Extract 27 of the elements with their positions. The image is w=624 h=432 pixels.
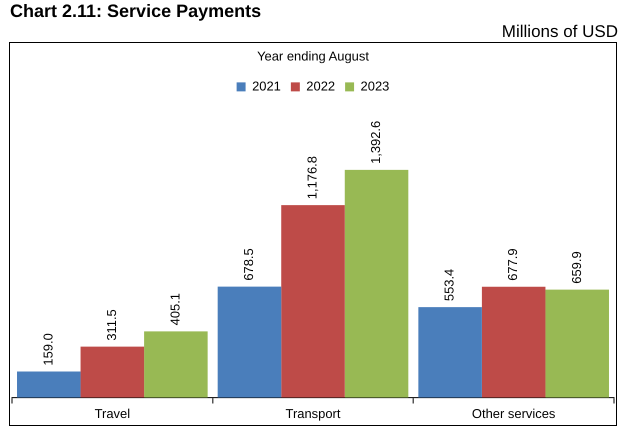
data-label: 659.9 (568, 251, 584, 284)
legend-label: 2022 (306, 78, 336, 94)
chart-title: Chart 2.11: Service Payments (9, 0, 262, 22)
data-label: 405.1 (167, 292, 182, 326)
bar (545, 290, 609, 398)
x-tick-label: Other services (472, 406, 556, 421)
x-tick-label: Travel (94, 406, 130, 421)
bar (218, 286, 282, 398)
bar (482, 286, 546, 398)
chart-subtitle: Year ending August (257, 48, 370, 64)
bar (281, 205, 345, 398)
data-label: 553.4 (442, 268, 457, 302)
text: Millions of USD (500, 22, 619, 42)
data-label: 1,176.8 (304, 156, 320, 200)
bar (418, 307, 482, 398)
bar (144, 331, 208, 398)
legend-label: 2021 (252, 78, 281, 94)
legend-label: 2023 (360, 78, 390, 94)
bar (80, 346, 144, 398)
x-tick-label: Transport (286, 406, 341, 421)
data-label: 311.5 (104, 309, 119, 341)
bar (17, 372, 81, 398)
data-label: 678.5 (241, 248, 256, 281)
bar (344, 170, 408, 398)
data-label: 1,392.6 (368, 120, 384, 164)
data-label: 159.0 (40, 333, 56, 366)
data-label: 677.9 (505, 248, 520, 281)
